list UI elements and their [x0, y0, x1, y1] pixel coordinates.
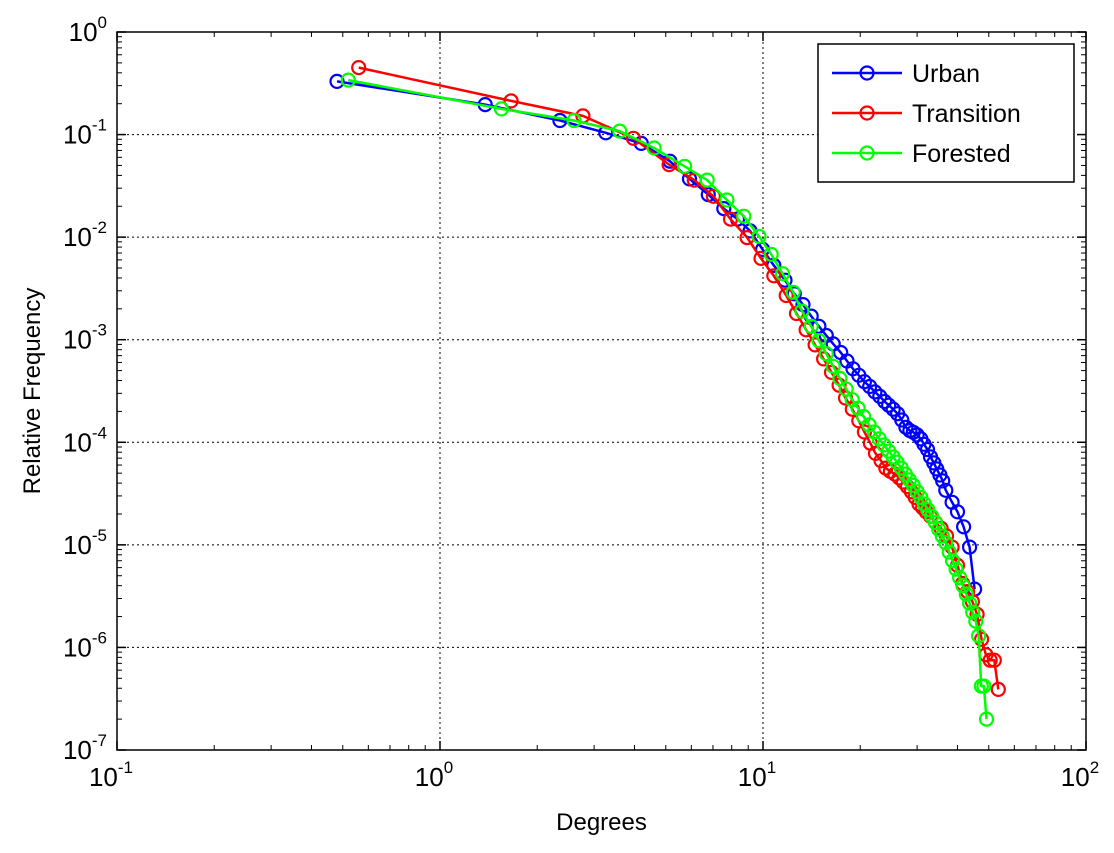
data-point-forested: [961, 595, 978, 611]
y-tick-label: 100: [69, 13, 107, 47]
data-point-urban: [867, 384, 883, 400]
data-point-forested: [785, 284, 801, 300]
y-tick-label: 10-3: [63, 321, 107, 355]
plot-frame: [116, 31, 1087, 751]
data-point-forested: [970, 628, 987, 644]
legend-label-urban: Urban: [912, 60, 980, 88]
data-point-transition: [503, 93, 519, 109]
data-point-forested: [774, 266, 791, 282]
data-point-transition: [982, 652, 998, 668]
data-point-forested: [763, 246, 779, 262]
tick-labels: 10-1 100 101 102 100 10-1 10-2 10-3 10-4 10-5 10-6…: [63, 13, 1099, 792]
data-point-forested: [566, 112, 582, 129]
y-tick-label: 10-2: [63, 218, 107, 252]
data-point-forested: [612, 123, 628, 139]
y-tick-label: 10-7: [63, 731, 107, 765]
y-tick-label: 10-1: [63, 116, 107, 150]
x-tick-label: 102: [1061, 758, 1099, 792]
y-tick-label: 10-5: [63, 526, 107, 560]
x-tick-label: 101: [738, 758, 776, 792]
data-point-urban: [949, 504, 966, 520]
data-point-transition: [778, 287, 794, 304]
data-point-urban: [935, 473, 951, 489]
data-point-urban: [919, 441, 936, 458]
data-point-forested: [676, 158, 693, 174]
data-point-forested: [951, 569, 968, 586]
data-point-urban: [938, 482, 954, 498]
data-point-forested: [958, 586, 974, 602]
data-point-forested: [968, 613, 984, 629]
data-point-urban: [961, 539, 978, 555]
data-point-transition: [625, 130, 642, 146]
data-point-forested: [965, 604, 981, 620]
data-point-forested: [955, 578, 971, 594]
data-point-transition: [990, 681, 1006, 698]
legend-label-forested: Forested: [912, 140, 1011, 168]
legend: Urban Transition Forested: [817, 43, 1075, 183]
data-point-urban: [885, 401, 901, 417]
y-tick-label: 10-6: [63, 628, 107, 662]
data-point-transition: [973, 631, 990, 647]
data-point-urban: [329, 73, 345, 90]
data-point-forested: [493, 101, 510, 117]
data-point-forested: [719, 192, 735, 208]
grid-lines: [117, 32, 1086, 750]
x-tick-label: 10-1: [89, 758, 133, 792]
data-point-forested: [944, 553, 961, 569]
data-series: [329, 59, 1006, 727]
series-line-forested: [348, 78, 988, 720]
data-point-urban: [825, 336, 841, 352]
data-point-forested: [948, 561, 964, 577]
data-point-forested: [751, 228, 767, 244]
data-point-forested: [941, 544, 957, 560]
data-point-urban: [894, 412, 910, 428]
axis-ticks: [116, 31, 1087, 751]
series-forested: [340, 72, 995, 727]
data-point-forested: [803, 318, 819, 334]
data-point-forested: [794, 303, 810, 319]
data-point-transition: [705, 188, 722, 204]
data-point-forested: [825, 358, 841, 374]
data-point-forested: [818, 346, 834, 362]
data-point-transition: [766, 268, 782, 284]
y-tick-label: 10-4: [63, 423, 107, 457]
data-point-urban: [955, 519, 972, 535]
data-point-forested: [978, 711, 995, 727]
data-point-forested: [736, 208, 752, 224]
data-point-transition: [351, 59, 367, 76]
y-axis-label: Relative Frequency: [19, 288, 46, 495]
x-axis-label: Degrees: [556, 809, 647, 836]
data-point-urban: [881, 397, 897, 413]
data-point-transition: [986, 652, 1002, 668]
legend-swatch-marker-forested: [859, 145, 875, 161]
data-point-forested: [976, 678, 992, 694]
data-point-forested: [811, 333, 827, 349]
legend-label-transition: Transition: [912, 100, 1021, 128]
data-point-forested: [646, 140, 662, 156]
data-point-forested: [699, 172, 715, 188]
legend-swatch-marker-urban: [859, 65, 875, 81]
data-point-urban: [872, 388, 888, 404]
x-tick-label: 100: [415, 758, 453, 792]
legend-swatch-marker-transition: [859, 105, 875, 121]
data-point-urban: [876, 393, 893, 410]
data-point-urban: [633, 135, 649, 151]
data-point-forested: [340, 72, 356, 88]
data-point-urban: [716, 201, 732, 217]
data-point-forested: [938, 535, 954, 551]
